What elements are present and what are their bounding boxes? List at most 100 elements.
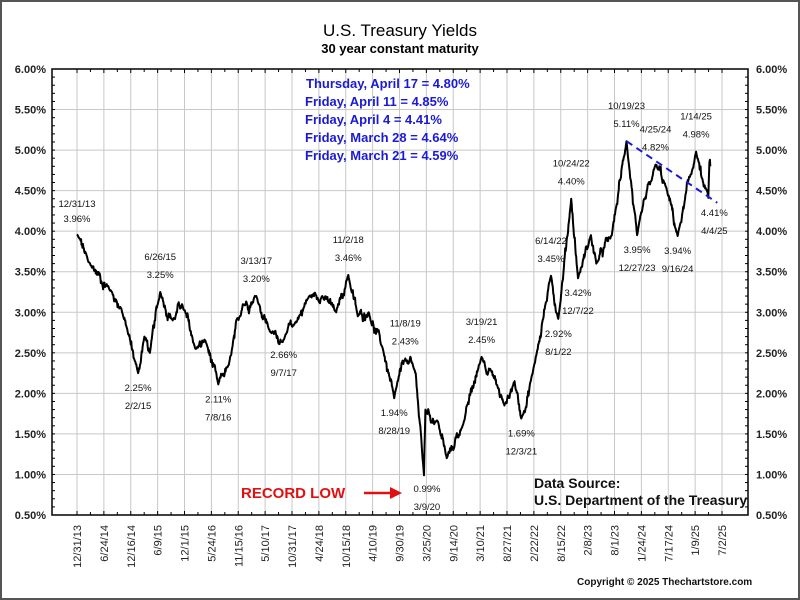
x-tick-label: 3/10/21 xyxy=(475,525,487,562)
x-tick-label: 1/9/25 xyxy=(690,525,702,556)
annotation-label: 3.95% xyxy=(624,245,651,256)
x-tick-label: 12/16/14 xyxy=(126,525,138,568)
y-tick-label-left: 5.50% xyxy=(15,105,46,117)
annotation-label: 3.96% xyxy=(64,214,91,225)
annotation-label: 8/28/19 xyxy=(378,426,410,437)
annotation-label: 12/7/22 xyxy=(562,306,594,317)
y-tick-label-right: 5.50% xyxy=(756,105,787,117)
x-tick-label: 2/22/22 xyxy=(529,525,541,562)
annotation-label: 2.66% xyxy=(270,350,297,361)
annotation-label: 2.43% xyxy=(392,336,419,347)
annotation-label: 2.25% xyxy=(125,383,152,394)
x-tick-label: 8/27/21 xyxy=(502,525,514,562)
annotation-label: 2/2/15 xyxy=(125,401,151,412)
annotation-label: 6/26/15 xyxy=(144,252,176,263)
x-tick-label: 8/15/22 xyxy=(556,525,568,562)
y-tick-label-left: 2.00% xyxy=(15,388,46,400)
annotation-label: 2.92% xyxy=(545,329,572,340)
x-tick-label: 1/24/24 xyxy=(636,525,648,562)
y-tick-label-right: 1.50% xyxy=(756,429,787,441)
gridlines xyxy=(52,69,748,515)
series-layer xyxy=(76,140,712,477)
legend-entry: Friday, April 11 = 4.85% xyxy=(305,94,449,109)
x-tick-label: 9/14/20 xyxy=(448,525,460,562)
annotation-label: 4.82% xyxy=(642,143,669,154)
annotation-label: 1/14/25 xyxy=(680,112,712,123)
x-tick-label: 7/2/25 xyxy=(717,525,729,556)
y-axis-right: 6.00% 5.50% 5.00% 4.50% 4.00% 3.50% 3.00% 2.50%… xyxy=(745,64,787,522)
y-tick-label-left: 3.50% xyxy=(15,267,46,279)
x-tick-label: 4/10/19 xyxy=(368,525,380,562)
annotation-label: 8/1/22 xyxy=(545,347,571,358)
y-tick-label-right: 0.50% xyxy=(756,510,787,522)
annotation-label: 5.11% xyxy=(613,119,640,130)
x-tick-label: 10/31/17 xyxy=(287,525,299,568)
annotation-label: 11/8/19 xyxy=(390,318,421,329)
x-tick-label: 8/1/23 xyxy=(610,525,622,556)
x-tick-label: 7/17/24 xyxy=(663,525,675,562)
annotation-label: 7/8/16 xyxy=(205,412,231,423)
data-source-name: U.S. Department of the Treasury xyxy=(534,492,747,508)
annotation-label: 4.40% xyxy=(558,177,585,188)
x-tick-label: 9/30/19 xyxy=(395,525,407,562)
y-tick-label-left: 3.00% xyxy=(15,307,46,319)
annotation-label: 3.42% xyxy=(565,288,592,299)
x-tick-label: 11/15/16 xyxy=(233,525,245,567)
chart-title: U.S. Treasury Yields xyxy=(323,21,477,40)
annotation-label: 4.41% xyxy=(701,208,728,219)
series-line xyxy=(76,140,712,477)
legend-entry: Friday, April 4 = 4.41% xyxy=(305,112,442,127)
x-tick-label: 6/9/15 xyxy=(153,525,165,556)
trendline xyxy=(625,140,718,204)
x-tick-label: 10/15/18 xyxy=(341,525,353,568)
annotation-label: 1.94% xyxy=(381,408,408,419)
y-tick-label-right: 6.00% xyxy=(756,64,787,76)
y-tick-label-left: 0.50% xyxy=(15,510,46,522)
y-tick-label-left: 5.00% xyxy=(15,145,46,157)
y-tick-label-left: 4.50% xyxy=(15,186,46,198)
y-tick-label-right: 4.50% xyxy=(756,186,787,198)
y-tick-label-left: 1.00% xyxy=(15,469,46,481)
y-tick-label-left: 1.50% xyxy=(15,429,46,441)
legend: Thursday, April 17 = 4.80% Friday, April … xyxy=(305,76,470,163)
x-tick-label: 3/25/20 xyxy=(421,525,433,562)
y-tick-label-right: 5.00% xyxy=(756,145,787,157)
record-low-label: RECORD LOW xyxy=(241,485,346,502)
y-tick-label-right: 2.50% xyxy=(756,348,787,360)
y-tick-label-right: 3.50% xyxy=(756,267,787,279)
annotation-label: 3.94% xyxy=(664,246,691,257)
annotation-label: 4.98% xyxy=(683,130,710,141)
y-tick-label-right: 2.00% xyxy=(756,388,787,400)
annotation-label: 12/31/13 xyxy=(59,199,96,210)
annotations-layer: 12/31/13 3.96% 2.25% 2/2/15 6/26/15 3.25% 2.11… xyxy=(59,101,729,513)
annotation-label: 9/7/17 xyxy=(270,368,296,379)
annotation-label: 3/13/17 xyxy=(240,256,272,267)
y-tick-label-right: 1.00% xyxy=(756,469,787,481)
annotation-label: 2.11% xyxy=(205,394,232,405)
trendline-layer xyxy=(625,140,718,204)
record-low-arrow-head xyxy=(390,487,402,499)
annotation-label: 10/19/23 xyxy=(608,101,645,112)
annotation-label: 9/16/24 xyxy=(662,264,694,275)
annotation-label: 1.69% xyxy=(508,429,535,440)
y-tick-label-left: 2.50% xyxy=(15,348,46,360)
x-tick-label: 5/24/16 xyxy=(206,525,218,562)
x-tick-label: 6/24/14 xyxy=(99,525,111,562)
legend-entry: Friday, March 28 = 4.64% xyxy=(305,130,459,145)
extras-layer: RECORD LOW Data Source:U.S. Department of… xyxy=(241,475,752,588)
x-tick-label: 12/1/15 xyxy=(180,525,192,562)
annotation-label: 10/24/22 xyxy=(553,159,590,170)
plot-border xyxy=(51,68,749,516)
annotation-label: 3/19/21 xyxy=(466,317,498,328)
x-tick-label: 12/31/13 xyxy=(72,525,84,568)
annotation-label: 3.46% xyxy=(335,253,362,264)
data-source-label: Data Source: xyxy=(534,475,620,491)
copyright: Copyright © 2025 Thechartstore.com xyxy=(577,577,752,588)
annotation-label: 3/9/20 xyxy=(414,502,440,513)
y-tick-label-right: 4.00% xyxy=(756,226,787,238)
annotation-label: 12/3/21 xyxy=(505,447,537,458)
y-tick-label-left: 4.00% xyxy=(15,226,46,238)
annotation-label: 3.25% xyxy=(147,270,174,281)
x-axis: 12/31/13 6/24/14 12/16/14 6/9/15 12/1/15 5/24… xyxy=(72,69,729,568)
annotation-label: 6/14/22 xyxy=(535,236,567,247)
